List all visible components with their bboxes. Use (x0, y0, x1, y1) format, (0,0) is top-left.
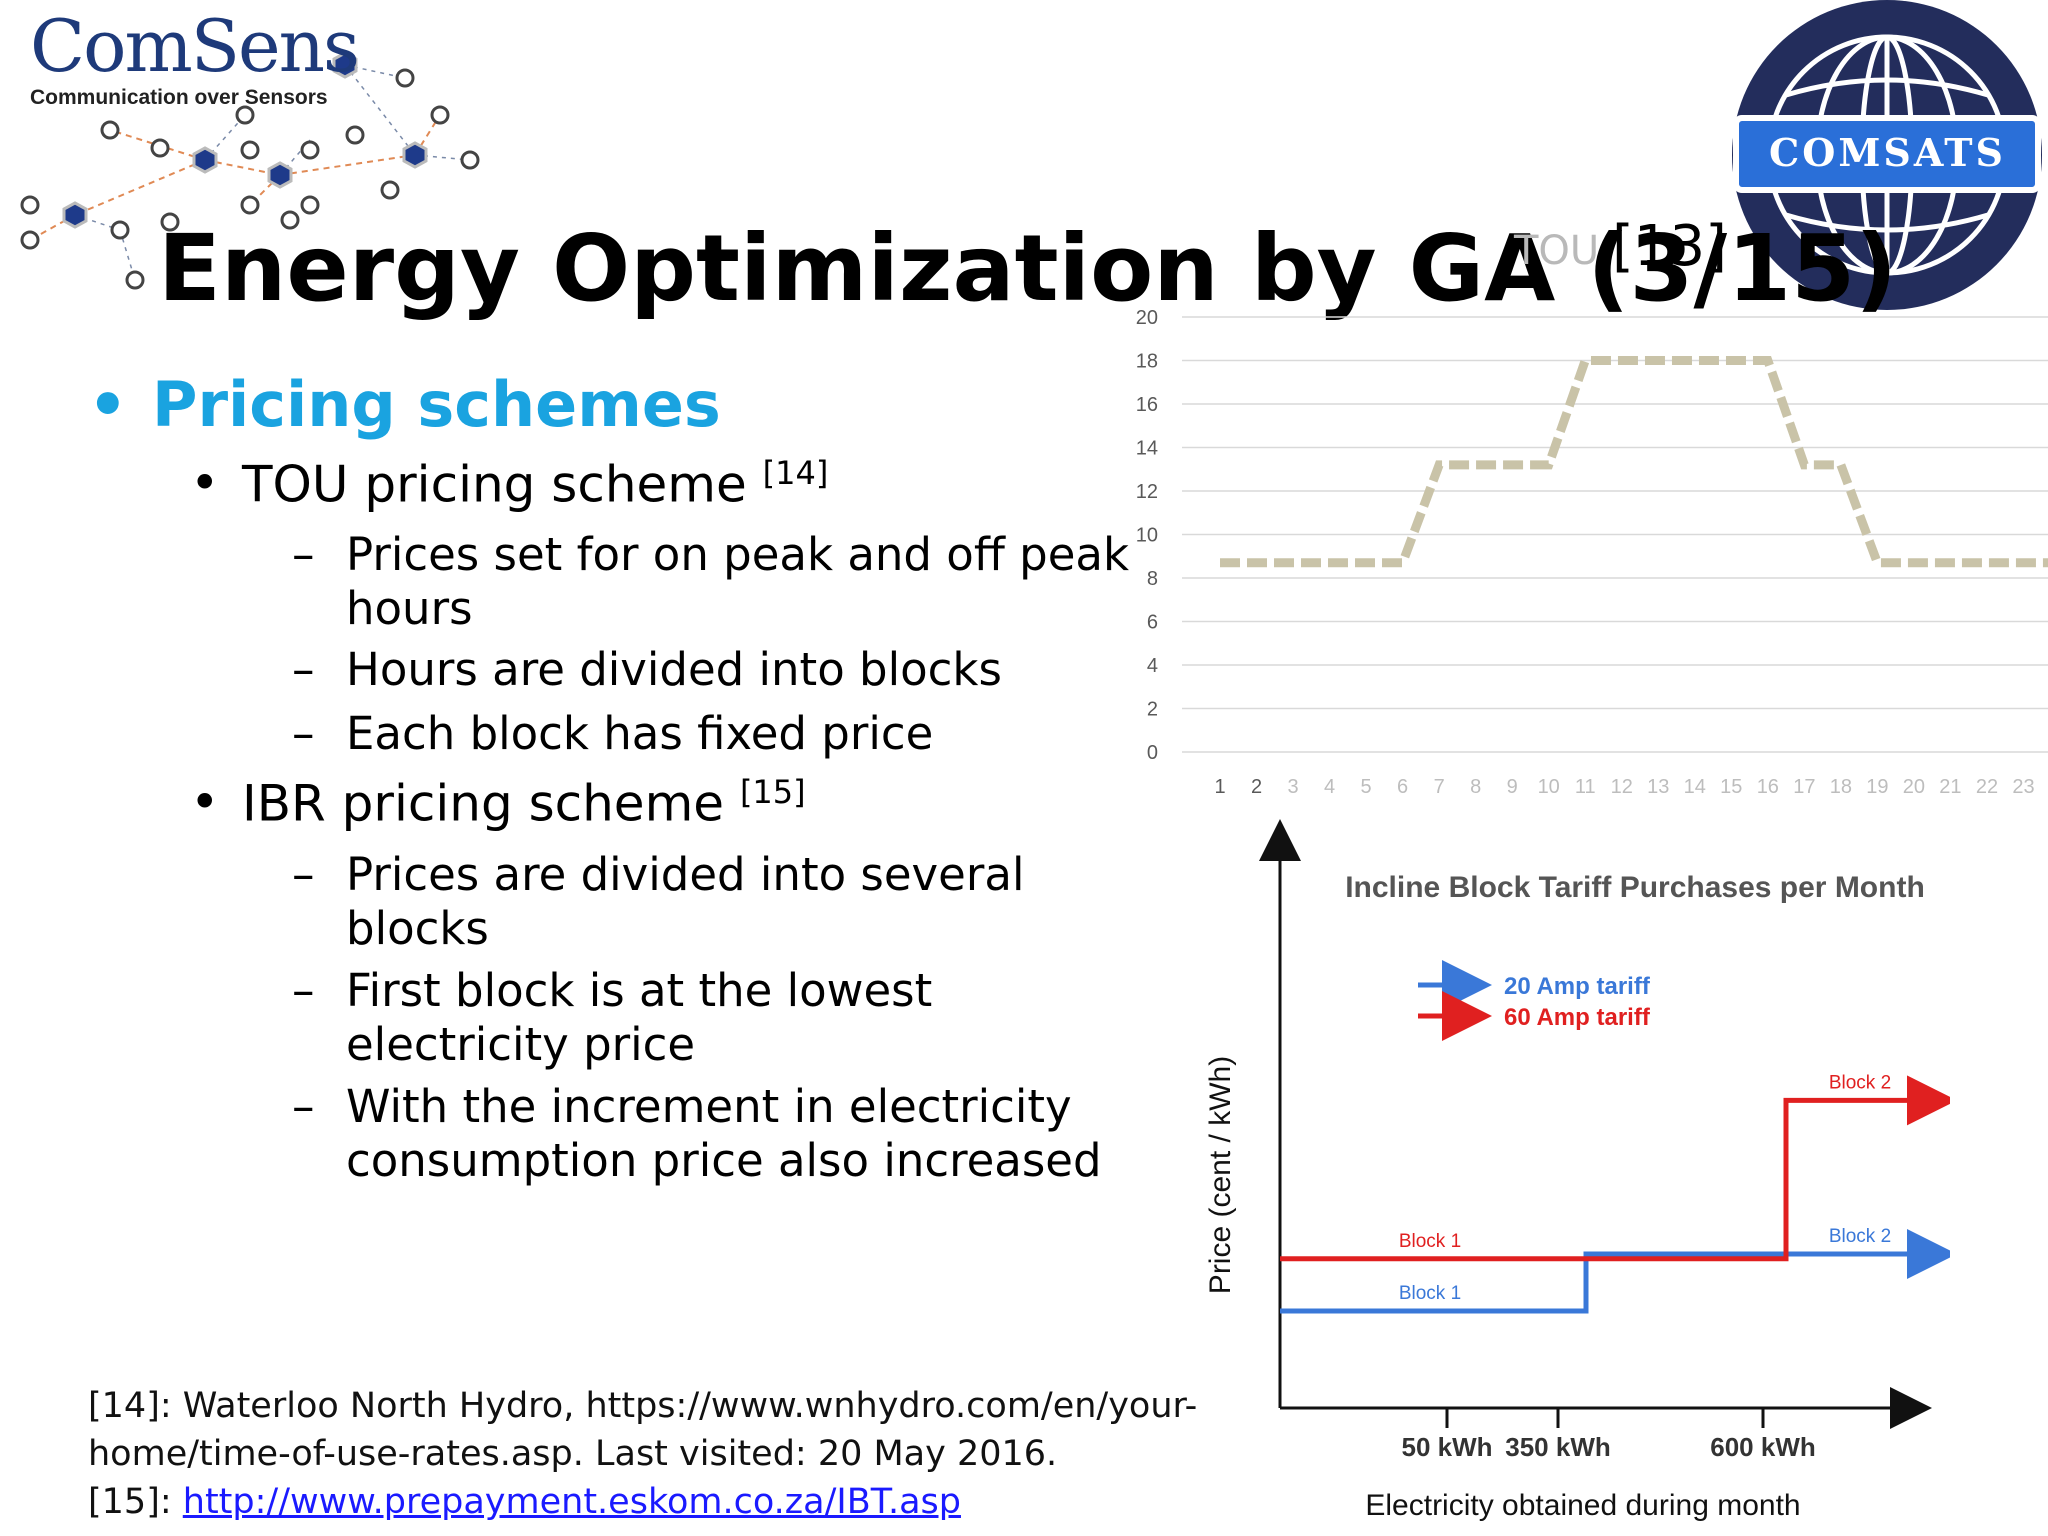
ibt-blue-block1-label: Block 1 (1399, 1283, 1461, 1304)
bullet-ibr-label: IBR pricing scheme (242, 774, 725, 833)
tou-xtick-label: 5 (1361, 776, 1372, 798)
tou-xtick-label: 12 (1611, 776, 1633, 798)
tou-point-3: Each block has fixed price (346, 707, 934, 760)
comsats-logo (1732, 0, 2042, 310)
tou-xtick-label: 16 (1757, 776, 1779, 798)
ibt-red-block1-label: Block 1 (1399, 1231, 1461, 1252)
tou-point-2: Hours are divided into blocks (346, 643, 1002, 696)
tou-ytick-label: 14 (1136, 438, 1158, 460)
footnote-15-link[interactable]: http://www.prepayment.eskom.co.za/IBT.as… (182, 1482, 961, 1522)
ibt-title: Incline Block Tariff Purchases per Month (1345, 871, 1925, 904)
tou-point-1: Prices set for on peak and off peak hours (346, 528, 1130, 635)
tou-series-line (1220, 356, 2048, 568)
bullet-ibr-ref: [15] (739, 773, 806, 811)
ibt-xlabel: Electricity obtained during month (1365, 1489, 1800, 1522)
tou-xtick-label: 23 (2012, 776, 2034, 798)
tou-ytick-label: 16 (1136, 394, 1158, 416)
dash: – (292, 707, 315, 760)
bullet-ibr: IBR pricing scheme [15] (242, 773, 806, 833)
ibt-blue-block2-label: Block 2 (1829, 1226, 1891, 1247)
tou-xtick-label: 9 (1507, 776, 1518, 798)
tou-ytick-label: 6 (1147, 612, 1158, 634)
bullet-tou: TOU pricing scheme [14] (242, 454, 828, 514)
tou-xtick-label: 1 (1214, 776, 1225, 798)
bullet-heading-pricing: Pricing schemes (152, 368, 721, 441)
dash: – (292, 848, 315, 901)
dash: – (292, 528, 315, 581)
footnote-15: [15]: http://www.prepayment.eskom.co.za/… (88, 1482, 961, 1522)
chart-title-tou: TOU (1514, 228, 1600, 274)
comsens-wordmark: ComSens (30, 4, 360, 88)
comsens-logo (20, 51, 480, 290)
tou-ytick-label: 0 (1147, 742, 1158, 764)
bullet-tou-ref: [14] (762, 454, 829, 492)
ibt-xtick-label: 50 kWh (1401, 1432, 1492, 1462)
tou-ytick-label: 10 (1136, 525, 1158, 547)
tou-xtick-label: 4 (1324, 776, 1335, 798)
ibt-legend-label: 20 Amp tariff (1504, 973, 1651, 1000)
tou-xtick-label: 21 (1939, 776, 1961, 798)
tou-xtick-label: 2 (1251, 776, 1262, 798)
tou-xtick-label: 19 (1866, 776, 1888, 798)
tou-xtick-label: 8 (1470, 776, 1481, 798)
tou-ytick-label: 12 (1136, 481, 1158, 503)
tou-ytick-label: 18 (1136, 351, 1158, 373)
tou-xtick-label: 18 (1830, 776, 1852, 798)
tou-ytick-label: 2 (1147, 699, 1158, 721)
comsens-tagline: Communication over Sensors (30, 86, 328, 109)
tou-xtick-label: 10 (1538, 776, 1560, 798)
bullet-dot: • (190, 454, 220, 512)
tou-xtick-label: 22 (1976, 776, 1998, 798)
tou-xtick-label: 20 (1903, 776, 1925, 798)
ibt-series-60amp (1280, 1075, 1950, 1262)
tou-xtick-label: 15 (1720, 776, 1742, 798)
ibt-series-20amp (1280, 1229, 1950, 1314)
ibr-point-3: With the increment in electricity consump… (346, 1080, 1102, 1187)
dash: – (292, 1080, 315, 1133)
ibt-xtick-label: 600 kWh (1710, 1432, 1816, 1462)
ibr-point-1: Prices are divided into several blocks (346, 848, 1025, 955)
bullet-dot: • (88, 368, 128, 441)
ibt-chart: Incline Block Tariff Purchases per Month… (1204, 819, 1950, 1522)
tou-xtick-label: 3 (1287, 776, 1298, 798)
ibt-legend-label: 60 Amp tariff (1504, 1004, 1651, 1031)
comsats-wordmark: COMSATS (1769, 130, 2006, 175)
ibt-ylabel: Price (cent / kWh) (1204, 1056, 1237, 1294)
tou-xtick-label: 13 (1647, 776, 1669, 798)
tou-xtick-label: 17 (1793, 776, 1815, 798)
tou-ytick-label: 8 (1147, 568, 1158, 590)
tou-xtick-label: 14 (1684, 776, 1706, 798)
ibt-red-block2-label: Block 2 (1829, 1072, 1891, 1093)
ibt-xtick-label: 350 kWh (1505, 1432, 1611, 1462)
title-reference: [13] (1612, 214, 1727, 279)
tou-ytick-label: 4 (1147, 655, 1158, 677)
tou-xtick-label: 11 (1575, 776, 1596, 798)
bullet-dot: • (190, 773, 220, 831)
tou-xtick-label: 6 (1397, 776, 1408, 798)
dash: – (292, 964, 315, 1017)
tou-ytick-label: 20 (1136, 307, 1158, 329)
ibr-point-2: First block is at the lowest electricity … (346, 964, 933, 1071)
tou-xtick-label: 7 (1434, 776, 1445, 798)
slide-title: Energy Optimization by GA (3/15) (158, 215, 1898, 322)
dash: – (292, 643, 315, 696)
footnote-14: [14]: Waterloo North Hydro, https://www.… (88, 1386, 1198, 1474)
bullet-tou-label: TOU pricing scheme (242, 455, 747, 514)
